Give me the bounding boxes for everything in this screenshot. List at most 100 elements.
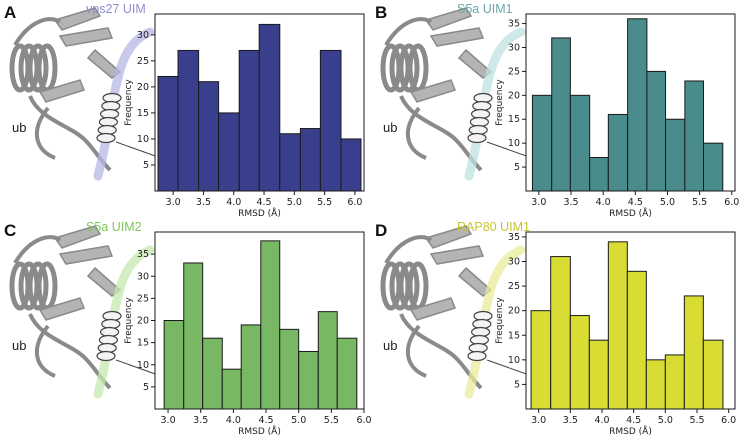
histogram-bar xyxy=(319,49,342,192)
uim-helix-turn xyxy=(96,132,116,144)
uim-helix-turn xyxy=(467,132,487,144)
ub-loop xyxy=(405,106,427,160)
histogram-bar xyxy=(260,240,281,410)
x-tick-label: 3.0 xyxy=(531,415,546,426)
uim-helix-turn xyxy=(96,350,116,362)
panel-title: vps27 UIM xyxy=(86,2,146,16)
histogram-bar xyxy=(221,368,242,410)
y-tick-label: 15 xyxy=(137,108,149,119)
ub-beta-strand xyxy=(58,27,114,47)
ubiquitin-structure-illustration xyxy=(9,7,176,181)
x-tick-label: 5.0 xyxy=(287,197,302,208)
ub-beta-strand xyxy=(424,225,473,249)
ubiquitin-structure-illustration xyxy=(380,7,547,181)
y-tick-label: 20 xyxy=(508,306,520,317)
y-axis-label: Frequency xyxy=(495,297,505,344)
y-tick-label: 30 xyxy=(137,271,149,282)
histogram-bar xyxy=(588,339,609,410)
ub-helix-coil xyxy=(398,43,420,93)
y-tick-label: 15 xyxy=(508,330,520,341)
plot-frame xyxy=(525,231,736,410)
y-tick-label: 35 xyxy=(508,232,520,243)
ubiquitin-structure-illustration xyxy=(9,225,176,399)
ub-loop xyxy=(384,235,433,265)
ub-beta-strand xyxy=(424,7,473,31)
x-axis-label: RMSD (Å) xyxy=(238,207,281,217)
histogram-bar xyxy=(702,339,724,410)
chart-svg: ub A vps27 UIM 3.0 3.5 4.0 4.5 5.0 5.5 6.0 5 10 15 20… xyxy=(4,2,365,217)
histogram-bar xyxy=(258,23,281,192)
x-tick-label: 4.0 xyxy=(594,415,609,426)
panel-label: C xyxy=(4,221,16,240)
histogram-bar xyxy=(702,142,724,192)
histogram-bar xyxy=(531,94,553,192)
ub-label: ub xyxy=(12,338,26,353)
histogram-bar xyxy=(218,112,240,192)
ub-label: ub xyxy=(12,120,26,135)
histogram-bar xyxy=(607,113,629,192)
ub-beta-strand xyxy=(429,245,485,265)
histogram-bar xyxy=(238,49,260,192)
histogram-bar xyxy=(646,70,667,192)
y-tick-label: 20 xyxy=(137,82,149,93)
x-tick-label: 3.5 xyxy=(193,415,208,426)
y-tick-label: 25 xyxy=(508,281,520,292)
histogram-bar xyxy=(589,157,609,192)
ub-helix-coil xyxy=(27,261,49,311)
ub-helix-coil xyxy=(398,261,420,311)
chart-svg: ub D RAP80 UIM1 3.0 3.5 4.0 4.5 5.0 5.5 6.0 5 10 15 2… xyxy=(375,220,736,435)
y-axis-label: Frequency xyxy=(495,79,505,126)
ub-loop xyxy=(34,106,56,160)
ub-beta-strand xyxy=(38,79,85,103)
histogram-bar xyxy=(645,359,666,410)
y-tick-label: 5 xyxy=(143,382,149,393)
histogram-bar xyxy=(202,337,223,410)
panel-label: B xyxy=(375,3,387,22)
x-tick-label: 3.5 xyxy=(563,415,578,426)
histogram-bar xyxy=(665,118,686,192)
y-tick-label: 20 xyxy=(137,316,149,327)
ub-loop xyxy=(34,324,56,378)
x-tick-label: 4.5 xyxy=(256,197,271,208)
histogram-bar xyxy=(664,354,685,410)
y-tick-label: 10 xyxy=(137,360,149,371)
panel-b: ub B S5a UIM1 3.0 3.5 4.0 4.5 5.0 5.5 6.0 5 10 15 20 2… xyxy=(371,0,742,217)
histogram-bar xyxy=(177,49,200,192)
histogram-bar xyxy=(183,262,204,410)
histogram-bar xyxy=(530,310,552,410)
x-axis-label: RMSD (Å) xyxy=(238,425,281,435)
y-tick-label: 35 xyxy=(508,19,520,30)
ub-loop xyxy=(405,324,427,378)
ub-beta-strand xyxy=(409,297,456,321)
histogram-bar xyxy=(626,270,647,410)
histogram-bar xyxy=(198,81,220,192)
ub-beta-strand xyxy=(86,266,122,297)
panel-c: ub C S5a UIM2 3.0 3.5 4.0 4.5 5.0 5.5 6.0 5 10 15 20 2… xyxy=(0,218,371,435)
y-tick-label: 25 xyxy=(137,293,149,304)
x-tick-label: 4.0 xyxy=(596,197,611,208)
ub-beta-strand xyxy=(53,7,102,31)
x-tick-label: 5.5 xyxy=(317,197,332,208)
plot-frame xyxy=(154,13,365,192)
histogram-bar xyxy=(569,315,590,410)
chart-svg: ub C S5a UIM2 3.0 3.5 4.0 4.5 5.0 5.5 6.0 5 10 15 20 2… xyxy=(4,220,371,435)
uim-helix-turn xyxy=(467,350,487,362)
ub-beta-strand xyxy=(457,48,493,79)
x-tick-label: 4.5 xyxy=(258,415,273,426)
histogram-bar xyxy=(279,328,300,410)
histogram-bar xyxy=(298,350,319,410)
y-tick-label: 5 xyxy=(143,160,149,171)
panel-label: A xyxy=(4,3,16,22)
x-tick-label: 5.5 xyxy=(324,415,339,426)
ub-beta-strand xyxy=(38,297,85,321)
x-tick-label: 5.5 xyxy=(689,415,704,426)
y-tick-label: 30 xyxy=(508,257,520,268)
y-tick-label: 30 xyxy=(508,42,520,53)
histogram-bar xyxy=(551,37,571,192)
x-tick-label: 6.0 xyxy=(724,197,739,208)
x-tick-label: 6.0 xyxy=(721,415,736,426)
histogram-bar xyxy=(569,94,591,192)
ub-beta-strand xyxy=(457,266,493,297)
histogram-bar xyxy=(240,324,262,410)
